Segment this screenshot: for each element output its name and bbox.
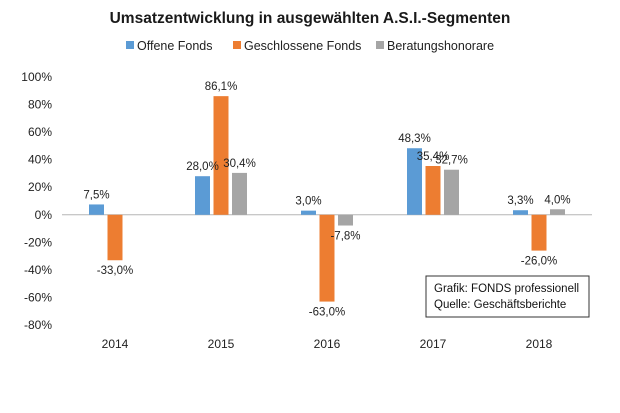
y-tick-label: -20%: [24, 235, 52, 249]
source-note: Grafik: FONDS professionell Quelle: Gesc…: [425, 275, 590, 318]
y-tick-label: -40%: [24, 263, 52, 277]
bar-offene-fonds-2018: [513, 210, 528, 215]
data-label-geschlossene-fonds-2017: 35,4%: [417, 151, 450, 163]
bar-beratungshonorare-2016: [338, 214, 353, 226]
source-note-line-2: Quelle: Geschäftsberichte: [434, 299, 566, 311]
data-label-geschlossene-fonds-2014: -33,0%: [97, 265, 133, 277]
legend-swatch-geschlossene-fonds: [233, 41, 241, 49]
data-label-beratungshonorare-2017: 32,7%: [435, 155, 468, 167]
data-label-geschlossene-fonds-2018: -26,0%: [521, 256, 557, 268]
legend-label-beratungshonorare: Beratungshonorare: [387, 39, 494, 53]
data-label-offene-fonds-2014: 7,5%: [83, 189, 109, 201]
legend-label-offene-fonds: Offene Fonds: [137, 39, 213, 53]
bar-offene-fonds-2016: [301, 210, 316, 215]
x-tick-label-2014: 2014: [102, 337, 129, 351]
legend: Offene Fonds Geschlossene Fonds Beratungsh…: [126, 39, 494, 53]
x-tick-label-2017: 2017: [420, 337, 447, 351]
data-label-beratungshonorare-2015: 30,4%: [223, 158, 256, 170]
x-axis: 2014 2015 2016 2017 2018: [102, 337, 553, 351]
legend-label-geschlossene-fonds: Geschlossene Fonds: [244, 39, 361, 53]
y-axis: 100% 80% 60% 40% 20% 0% -20% -40% -60% -80%: [21, 70, 52, 332]
y-tick-label: 60%: [28, 125, 52, 139]
source-note-box: [425, 275, 590, 318]
y-tick-label: 100%: [21, 70, 52, 84]
data-label-beratungshonorare-2018: 4,0%: [544, 194, 570, 206]
x-tick-label-2018: 2018: [526, 337, 553, 351]
data-label-offene-fonds-2018: 3,3%: [507, 195, 533, 207]
bar-offene-fonds-2014: [89, 204, 104, 215]
bar-beratungshonorare-2017: [444, 169, 459, 215]
data-label-offene-fonds-2016: 3,0%: [295, 196, 321, 208]
y-tick-label: 40%: [28, 153, 52, 167]
y-tick-label: 20%: [28, 180, 52, 194]
legend-swatch-beratungshonorare: [376, 41, 384, 49]
y-tick-label: 0%: [35, 208, 53, 222]
legend-swatch-offene-fonds: [126, 41, 134, 49]
bar-beratungshonorare-2018: [550, 209, 565, 215]
data-label-geschlossene-fonds-2016: -63,0%: [309, 307, 345, 319]
bar-geschlossene-fonds-2015: [213, 96, 229, 215]
data-label-geschlossene-fonds-2015: 86,1%: [205, 81, 238, 93]
x-tick-label-2016: 2016: [314, 337, 341, 351]
bar-geschlossene-fonds-2014: [107, 214, 123, 261]
bar-geschlossene-fonds-2017: [425, 166, 441, 215]
data-label-offene-fonds-2017: 48,3%: [398, 133, 431, 145]
y-tick-label: 80%: [28, 98, 52, 112]
chart-title: Umsatzentwicklung in ausgewählten A.S.I.…: [110, 10, 511, 27]
data-labels: 7,5% -33,0% 28,0% 86,1% 30,4% 3,0% -63,0% -7,8%…: [83, 81, 570, 318]
y-tick-label: -60%: [24, 290, 52, 304]
bar-geschlossene-fonds-2018: [531, 214, 547, 251]
y-tick-label: -80%: [24, 318, 52, 332]
bar-offene-fonds-2017: [407, 148, 422, 215]
bar-geschlossene-fonds-2016: [319, 214, 335, 302]
data-label-beratungshonorare-2016: -7,8%: [330, 231, 360, 243]
plot-area: [62, 96, 592, 302]
source-note-line-1: Grafik: FONDS professionell: [434, 283, 579, 295]
bar-offene-fonds-2015: [195, 176, 210, 215]
data-label-offene-fonds-2015: 28,0%: [186, 161, 219, 173]
bar-beratungshonorare-2015: [232, 172, 247, 215]
x-tick-label-2015: 2015: [208, 337, 235, 351]
